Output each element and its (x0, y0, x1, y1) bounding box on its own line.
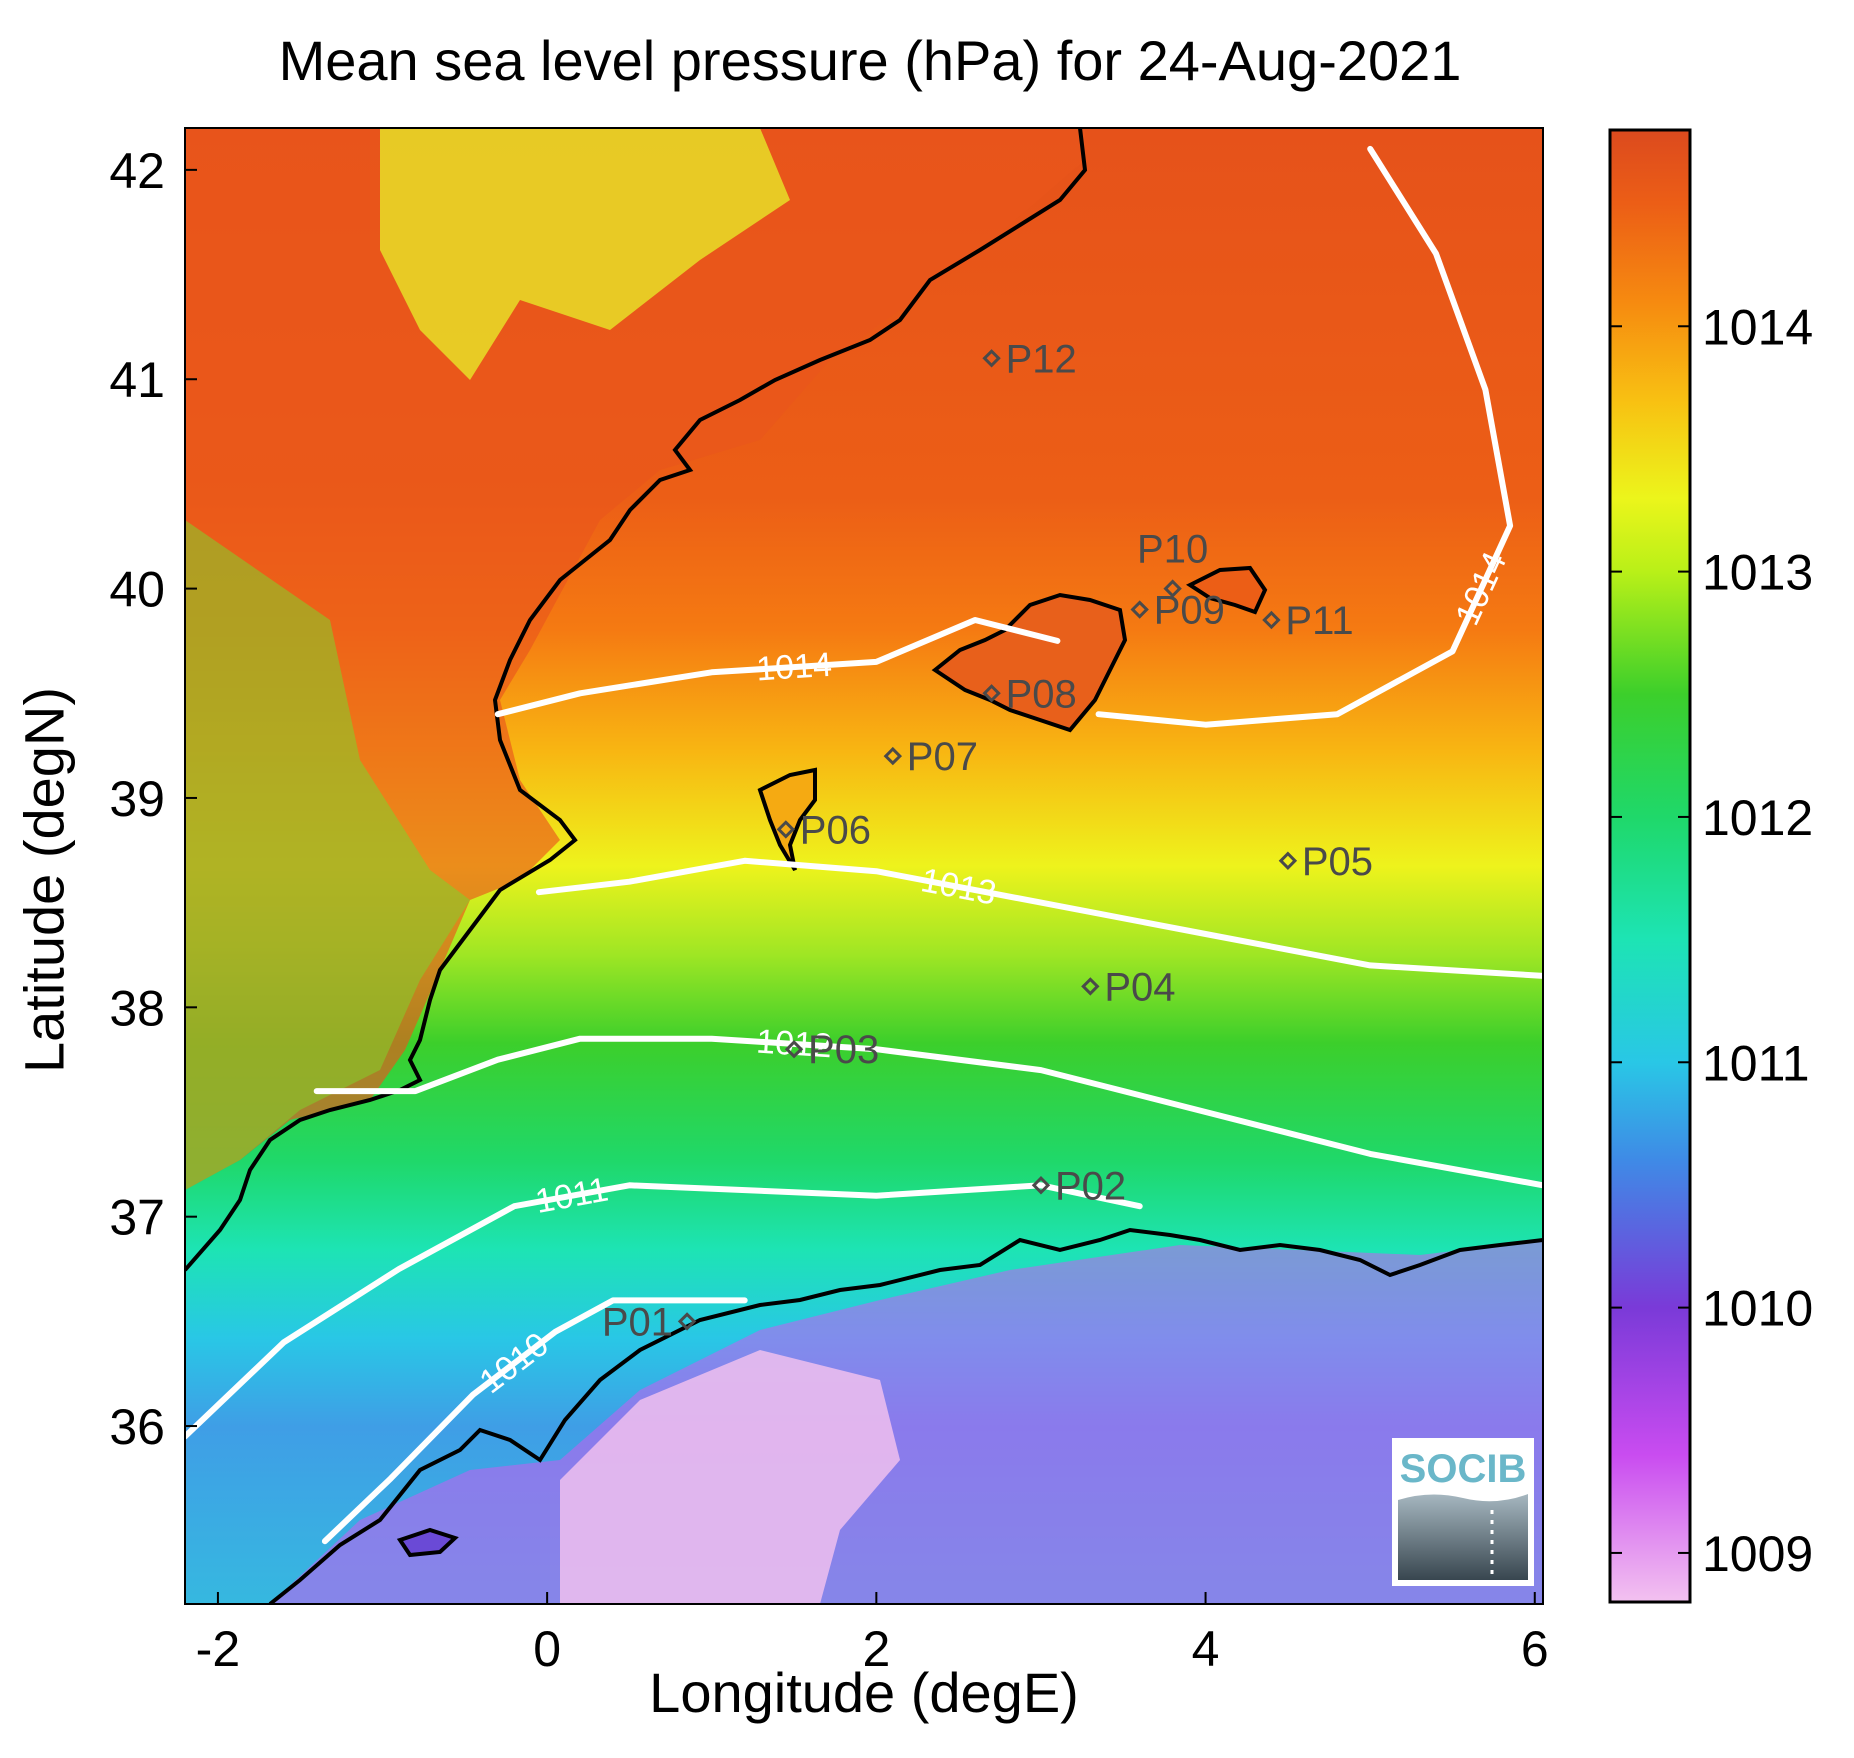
ibiza-coastline (757, 767, 817, 872)
station-marker (1163, 579, 1182, 598)
station-marker (1278, 851, 1298, 870)
chart-title: Mean sea level pressure (hPa) for 24-Aug… (278, 29, 1462, 92)
africa-coastline (268, 1227, 1543, 1604)
colorbar-tick-label: 1014 (1702, 299, 1813, 355)
colorbar-tick-label: 1012 (1702, 790, 1813, 846)
x-tick-label: 6 (1521, 1621, 1549, 1677)
x-tick-label: 0 (533, 1621, 561, 1677)
socib-logo: SOCIB (1392, 1438, 1534, 1586)
colorbar-tick-label: 1010 (1702, 1281, 1813, 1337)
station-label: P03 (808, 1028, 879, 1072)
station-marker (1130, 600, 1149, 619)
y-tick-label: 36 (109, 1399, 165, 1455)
station-marker (677, 1312, 697, 1331)
coastlines (185, 128, 1543, 1604)
station-label: P08 (1006, 672, 1077, 716)
colorbar-ticks: 1009 1010 1011 1012 1013 1014 (1610, 299, 1813, 1582)
menorca-coastline (1185, 565, 1268, 615)
station-label: P04 (1104, 965, 1175, 1009)
station-label: P11 (1285, 599, 1353, 643)
stations: P01 P02 P03 P04 P05 P06 P07 P08 P09 P10 P11 P12 (602, 337, 1373, 1344)
station-marker (1262, 610, 1281, 630)
y-tick-label: 39 (109, 771, 165, 827)
x-tick-label: 2 (862, 1621, 890, 1677)
mallorca-coastline (931, 592, 1128, 733)
colorbar-tick-label: 1013 (1702, 545, 1813, 601)
contour-1011 (182, 1182, 1143, 1440)
iberia-land-green (185, 520, 470, 1190)
contour-label: 1014 (755, 646, 833, 689)
station-label: P05 (1302, 840, 1373, 884)
y-tick-label: 38 (109, 980, 165, 1036)
iberia-land-yellow (380, 128, 790, 380)
y-tick-label: 40 (109, 562, 165, 618)
colorbar-tick-label: 1009 (1702, 1526, 1813, 1582)
y-tick-label: 42 (109, 143, 165, 199)
station-marker (982, 684, 1001, 703)
station-marker (1081, 977, 1100, 996)
station-label: P07 (907, 735, 978, 779)
socib-logo-text: SOCIB (1400, 1447, 1527, 1491)
y-tick-label: 37 (109, 1190, 165, 1246)
station-label: P06 (800, 808, 871, 852)
contour-1010 (321, 1297, 748, 1545)
contour-1014 (494, 617, 1061, 718)
station-marker (883, 746, 903, 766)
x-tick-label: -2 (196, 1621, 240, 1677)
station-marker (982, 349, 1001, 368)
station-marker (776, 820, 796, 839)
y-tick-label: 41 (109, 352, 165, 408)
station-label: P10 (1137, 528, 1208, 572)
station-label: P02 (1055, 1164, 1126, 1208)
station-label: P12 (1006, 337, 1077, 381)
alboran-island (396, 1527, 459, 1558)
station-label: P09 (1154, 589, 1225, 633)
africa-land-pink (560, 1350, 900, 1604)
colorbar-tick-label: 1011 (1702, 1035, 1810, 1091)
x-tick-label: 4 (1192, 1621, 1220, 1677)
y-ticks: 36 37 38 39 40 41 42 (109, 143, 197, 1455)
station-label: P01 (602, 1300, 673, 1344)
contour-1013 (535, 857, 1546, 979)
contour-1014 (1095, 145, 1514, 728)
x-axis-label: Longitude (degE) (649, 1661, 1079, 1724)
station-marker (784, 1040, 804, 1059)
x-ticks: -2 0 2 4 6 (196, 1592, 1549, 1677)
station-marker (1031, 1176, 1051, 1195)
iberia-coastline (185, 128, 1088, 1272)
plot-frame (184, 127, 1544, 1605)
colorbar (1608, 128, 1692, 1604)
